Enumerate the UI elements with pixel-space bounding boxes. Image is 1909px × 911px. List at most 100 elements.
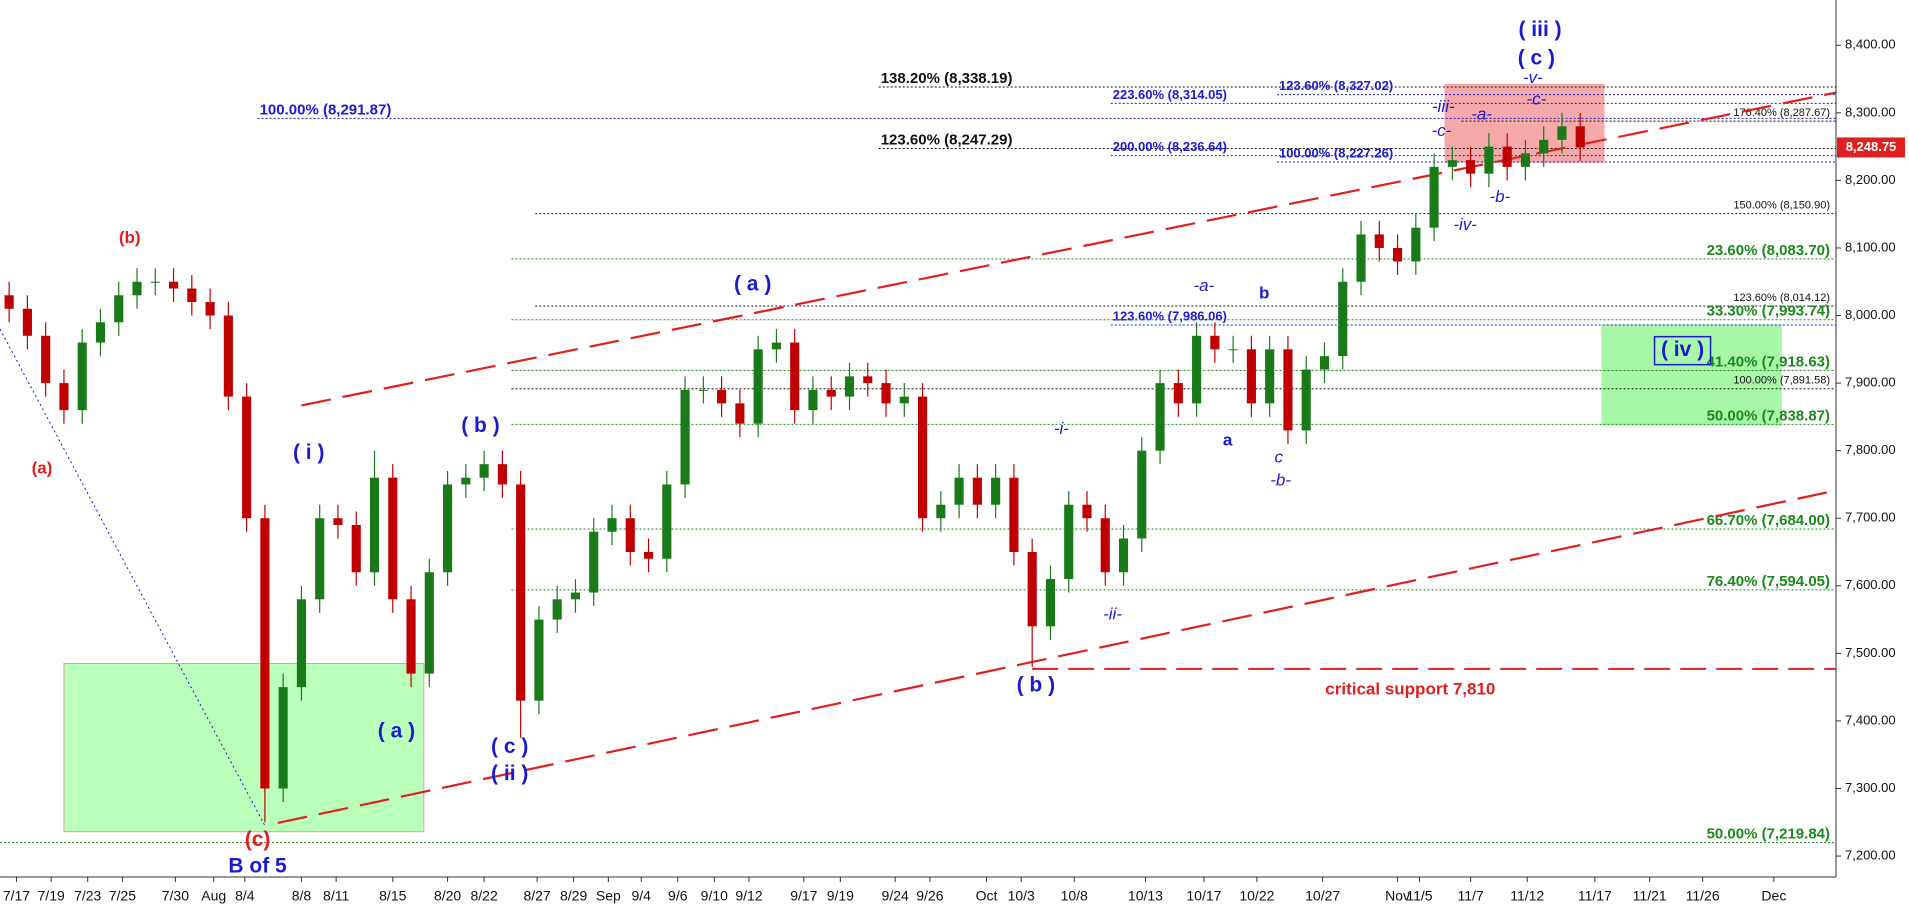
candle-body — [1557, 126, 1567, 140]
candle-body — [1484, 146, 1494, 174]
candle-body — [1411, 227, 1421, 262]
x-tick-label: 11/7 — [1458, 888, 1484, 904]
candle-body — [406, 599, 416, 674]
y-tick-label: 8,200.00 — [1845, 172, 1896, 187]
candle-body — [1356, 234, 1366, 282]
wave-label: ( i ) — [293, 441, 325, 464]
wave-label: (c) — [245, 828, 271, 851]
candle-body — [863, 376, 873, 384]
candle-body — [4, 295, 14, 309]
candle-body — [954, 477, 964, 505]
fib-label: 138.20% (8,338.19) — [881, 70, 1013, 87]
y-tick-label: 8,100.00 — [1845, 239, 1896, 254]
x-tick-label: 10/22 — [1239, 888, 1274, 904]
wave-label: -iii- — [1432, 97, 1455, 116]
x-tick-label: Sep — [596, 888, 621, 904]
candle-body — [1009, 477, 1019, 553]
x-tick-label: Oct — [976, 888, 998, 904]
y-tick-label: 8,300.00 — [1845, 104, 1896, 119]
candle-body — [369, 477, 380, 573]
candle-body — [991, 477, 1001, 505]
fib-label: 100.00% (7,891.58) — [1733, 375, 1830, 387]
x-tick-label: 8/22 — [470, 888, 497, 904]
fib-label: 50.00% (7,838.87) — [1707, 407, 1830, 424]
y-tick-label: 7,900.00 — [1845, 375, 1896, 390]
wave-label: -c- — [1431, 121, 1451, 140]
y-tick-label: 8,400.00 — [1845, 37, 1896, 52]
candle-body — [1283, 349, 1293, 431]
y-tick-label: 7,600.00 — [1845, 577, 1896, 592]
candle-body — [1520, 153, 1530, 167]
x-tick-label: 9/19 — [827, 888, 854, 904]
candle-body — [205, 302, 215, 316]
x-tick-label: 11/26 — [1686, 888, 1720, 904]
x-tick-label: 8/20 — [434, 888, 461, 904]
wave-label: critical support 7,810 — [1325, 679, 1495, 698]
candle-body — [918, 396, 928, 519]
candle-body — [972, 477, 982, 505]
fib-label: 100.00% (8,227.26) — [1279, 145, 1393, 160]
wave-label: -iv- — [1453, 215, 1477, 234]
x-tick-label: 9/12 — [735, 888, 762, 904]
wave-label: -b- — [1489, 187, 1510, 206]
candle-body — [59, 383, 69, 411]
candle-body — [223, 315, 233, 397]
candle-body — [315, 518, 325, 600]
zone-box — [63, 662, 425, 833]
fib-label: 100.00% (8,291.87) — [260, 101, 392, 118]
fib-label: 33.30% (7,993.74) — [1707, 303, 1830, 320]
fib-label: 123.60% (8,247.29) — [881, 131, 1013, 148]
wave-label: -b- — [1270, 471, 1291, 490]
last-price-label: 8,248.75 — [1846, 139, 1897, 154]
candle-body — [589, 531, 599, 593]
trendline — [0, 328, 266, 826]
x-tick-label: 9/6 — [668, 888, 688, 904]
zone-box — [1601, 324, 1782, 426]
candle-body — [607, 518, 617, 532]
wave-label: b — [1259, 283, 1269, 302]
candle-body — [753, 349, 763, 424]
candle-body — [717, 389, 727, 404]
candle-body — [388, 477, 398, 600]
wave-label: -v- — [1523, 68, 1543, 87]
candle-body — [570, 592, 581, 600]
candle-body — [114, 295, 124, 323]
candle-body — [1045, 579, 1056, 627]
candle-body — [936, 504, 946, 519]
candle-body — [260, 518, 270, 789]
fib-label: 123.60% (8,014.12) — [1733, 292, 1830, 304]
candle-body — [826, 389, 836, 397]
candle-body — [1118, 538, 1129, 573]
candle-body — [790, 342, 800, 411]
x-tick-label: 7/25 — [109, 888, 136, 904]
candle-body — [1338, 281, 1348, 357]
wave-label: -ii- — [1103, 604, 1122, 623]
candle-body — [1265, 349, 1275, 404]
candle-body — [534, 619, 544, 701]
wave-label: ( iii ) — [1518, 18, 1561, 41]
x-tick-label: 8/4 — [235, 888, 255, 904]
x-tick-label: 11/17 — [1578, 888, 1612, 904]
wave-label: ( c ) — [491, 735, 528, 758]
candle-body — [1082, 504, 1092, 519]
y-tick-label: 8,000.00 — [1845, 307, 1896, 322]
candle-body — [1447, 160, 1457, 167]
candle-body — [735, 403, 745, 424]
candle-body — [41, 335, 51, 384]
wave-label: -a- — [1471, 104, 1492, 123]
fib-label: 223.60% (8,314.05) — [1113, 87, 1227, 102]
candle-body — [771, 342, 781, 350]
x-tick-label: 11/5 — [1406, 888, 1432, 904]
x-tick-label: 7/17 — [3, 888, 30, 904]
x-tick-label: 9/26 — [916, 888, 943, 904]
y-tick-label: 7,500.00 — [1845, 645, 1896, 660]
candle-body — [1374, 234, 1384, 248]
x-tick-label: 10/17 — [1186, 888, 1221, 904]
candle-body — [1575, 126, 1585, 148]
fib-label: 123.60% (7,986.06) — [1113, 308, 1227, 323]
candle-body — [899, 396, 909, 404]
wave-label: ( a ) — [734, 273, 771, 296]
candle-body — [1466, 160, 1476, 174]
y-tick-label: 7,300.00 — [1845, 780, 1896, 795]
